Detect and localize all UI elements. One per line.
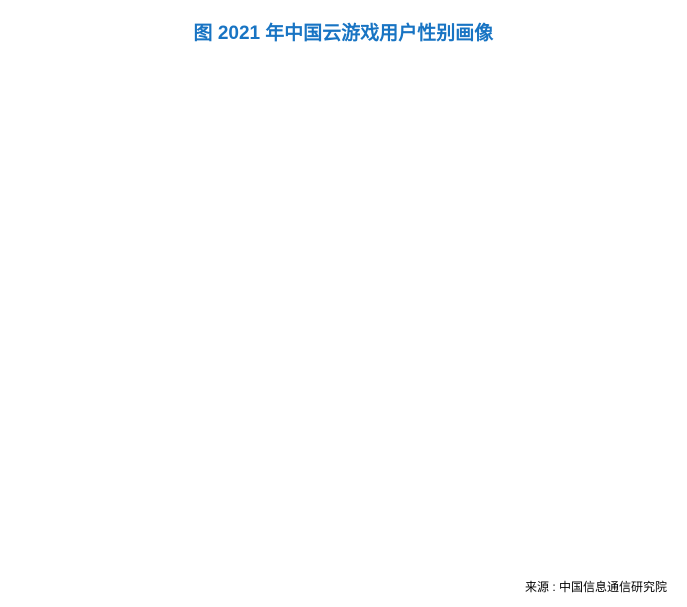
slice-female xyxy=(331,130,457,242)
callout-dot-male xyxy=(474,309,482,317)
callout-line-female xyxy=(110,116,284,178)
chart-source: 来源 : 中国信息通信研究院 xyxy=(525,578,667,595)
callout-percent-male: 88.14% xyxy=(582,288,657,313)
chart-title: 图 2021 年中国云游戏用户性别画像 xyxy=(0,0,687,45)
callout-dot-female xyxy=(280,174,288,182)
slice-male xyxy=(140,130,520,510)
callout-percent-female: 11.86% xyxy=(35,88,108,113)
callout-label-male: 男 xyxy=(598,321,614,338)
donut-chart: 11.86% 女 88.14% 男 xyxy=(0,0,687,607)
callout-label-female: 女 xyxy=(74,119,90,138)
